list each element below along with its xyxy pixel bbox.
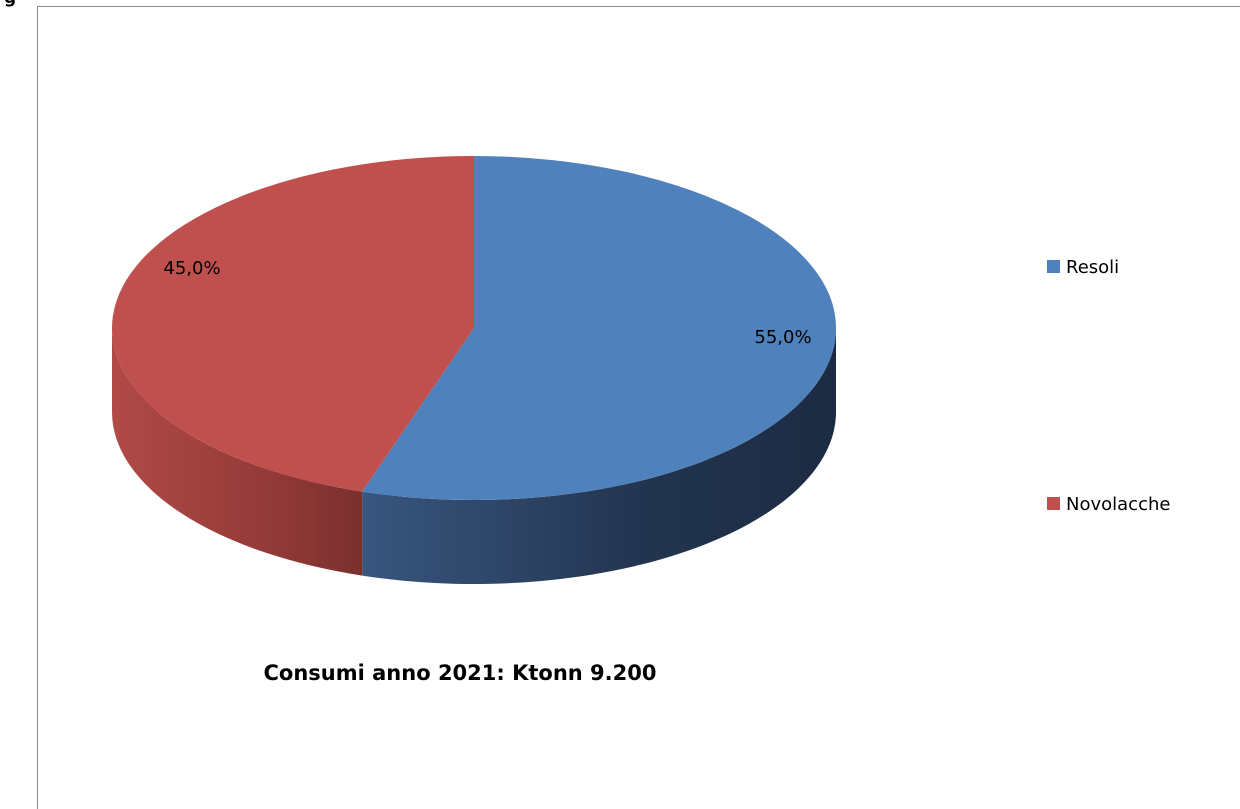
pie-slice-resoli (362, 156, 837, 501)
data-label-resoli: 55,0% (754, 327, 811, 348)
pie-tops (112, 156, 837, 501)
chart-caption: Consumi anno 2021: Ktonn 9.200 (264, 661, 657, 685)
clipped-heading-fragment: g (0, 0, 32, 8)
legend-swatch-resoli (1047, 260, 1060, 273)
pie-sides (112, 328, 836, 584)
legend-swatch-novolacche (1047, 497, 1060, 510)
legend: Resoli Novolacche (1047, 257, 1170, 515)
data-label-novolacche: 45,0% (163, 258, 220, 279)
legend-label-resoli: Resoli (1066, 257, 1119, 278)
pie-side-novolacche (112, 328, 363, 576)
legend-label-novolacche: Novolacche (1066, 494, 1170, 515)
pie-side-resoli (362, 328, 836, 584)
pie-slice-novolacche (112, 156, 475, 492)
pie-labels: 55,0% 45,0% (163, 258, 811, 348)
